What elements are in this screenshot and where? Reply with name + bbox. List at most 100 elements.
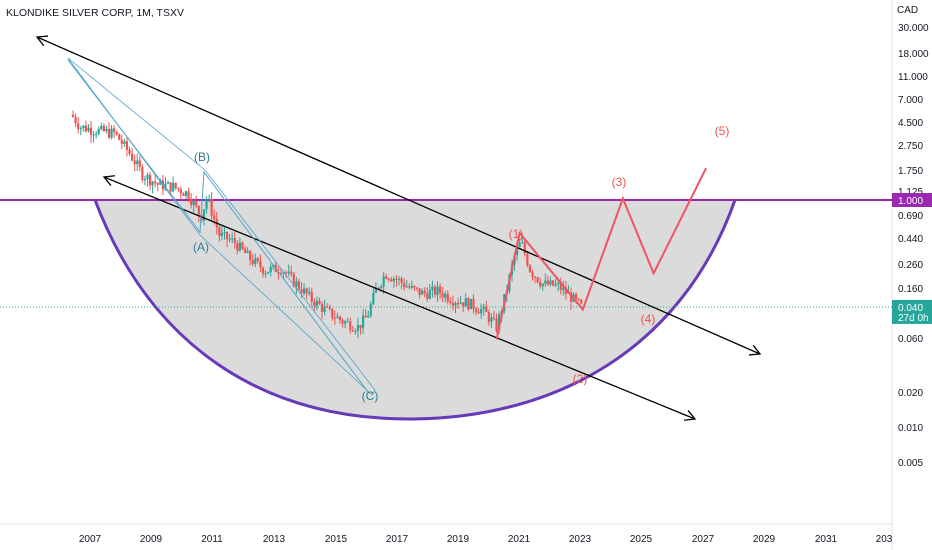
candle-body <box>415 287 419 289</box>
candle-body <box>477 311 480 314</box>
candle-body <box>148 174 152 186</box>
candle-body <box>213 215 216 220</box>
candle-body <box>197 205 200 215</box>
correction-path <box>67 59 369 393</box>
price-tick-label: 18.000 <box>898 49 929 60</box>
candle-body <box>133 160 136 165</box>
price-tick-label: 2.750 <box>898 141 923 152</box>
candle-body <box>105 128 108 132</box>
candle-body <box>480 308 483 314</box>
candle-body <box>575 294 578 299</box>
price-tick-label: 0.160 <box>898 284 923 295</box>
candle-body <box>74 116 77 124</box>
candle-body <box>474 308 478 312</box>
time-tick-label: 2027 <box>692 534 715 545</box>
candle-body <box>249 251 252 261</box>
candle-body <box>120 139 123 144</box>
candle-body <box>364 315 367 318</box>
candle-body <box>84 125 87 132</box>
candle-body <box>218 227 221 236</box>
candle-body <box>79 128 82 130</box>
candle-body <box>444 293 447 298</box>
candle-body <box>254 258 257 265</box>
candle-body <box>241 242 244 249</box>
candle-body <box>210 198 213 216</box>
candles <box>71 110 583 339</box>
price-tick-label: 0.440 <box>898 234 923 245</box>
candle-body <box>192 200 195 206</box>
candle-body <box>392 278 395 282</box>
lower-trendline-arrowhead <box>102 175 116 186</box>
candle-body <box>467 298 470 310</box>
candle-body <box>464 298 467 307</box>
candle-body <box>367 315 370 318</box>
resistance-price-label: 1.000 <box>898 196 923 207</box>
wave-label: (1) <box>509 227 524 241</box>
upper-trendline <box>36 36 761 355</box>
candle-body <box>238 242 241 251</box>
candle-body <box>182 193 185 196</box>
candle-body <box>454 303 457 306</box>
price-tick-label: 0.020 <box>898 388 923 399</box>
time-tick-label: 2013 <box>263 534 286 545</box>
last-price-label: 0.040 <box>898 303 923 314</box>
candle-body <box>544 280 547 284</box>
candle-body <box>326 306 329 308</box>
candle-body <box>374 287 378 293</box>
candle-body <box>433 286 437 295</box>
candle-body <box>338 316 342 321</box>
candle-body <box>146 174 149 180</box>
candle-body <box>421 290 424 295</box>
candle-body <box>190 198 193 206</box>
candle-body <box>323 306 326 312</box>
candle-body <box>128 149 131 154</box>
candle-body <box>205 199 208 210</box>
axes: CAD 30.000 18.000 11.000 7.000 4.500 2.750 1.75… <box>79 5 932 545</box>
candle-body <box>382 276 385 287</box>
candle-body <box>428 289 431 299</box>
candle-body <box>125 141 129 150</box>
candle-body <box>472 298 475 309</box>
elliott-projection <box>495 167 707 340</box>
candle-body <box>405 286 408 288</box>
candle-body <box>533 276 537 278</box>
candle-body <box>346 321 349 323</box>
wave-label: (5) <box>715 124 730 138</box>
lower-trendline <box>103 176 696 420</box>
wave-label: (4) <box>641 312 656 326</box>
candle-body <box>551 280 555 286</box>
candle-body <box>361 315 365 329</box>
candle-body <box>195 200 198 206</box>
candle-body <box>272 264 275 267</box>
candle-body <box>387 278 390 280</box>
candle-body <box>377 287 380 289</box>
candle-body <box>526 253 529 266</box>
candle-body <box>515 246 519 255</box>
price-tick-label: 0.260 <box>898 260 923 271</box>
candle-body <box>400 278 403 283</box>
candle-body <box>302 288 306 294</box>
candle-body <box>228 239 231 241</box>
candle-body <box>172 182 175 192</box>
candle-body <box>113 128 116 132</box>
time-tick-label: 2019 <box>447 534 470 545</box>
candle-body <box>261 267 265 274</box>
candle-body <box>490 317 493 322</box>
candle-body <box>528 265 532 273</box>
candle-body <box>102 125 105 132</box>
candle-body <box>269 266 272 273</box>
candle-body <box>485 306 488 313</box>
candle-body <box>264 273 267 275</box>
candle-body <box>408 286 411 288</box>
candle-body <box>169 182 172 192</box>
lower-trendline-arrowhead <box>683 410 697 421</box>
candle-body <box>577 298 580 300</box>
candle-body <box>95 134 98 136</box>
candle-body <box>438 286 442 293</box>
candle-body <box>521 242 524 244</box>
candle-body <box>77 123 80 129</box>
candle-body <box>174 182 177 188</box>
time-tick-label: 2021 <box>508 534 531 545</box>
